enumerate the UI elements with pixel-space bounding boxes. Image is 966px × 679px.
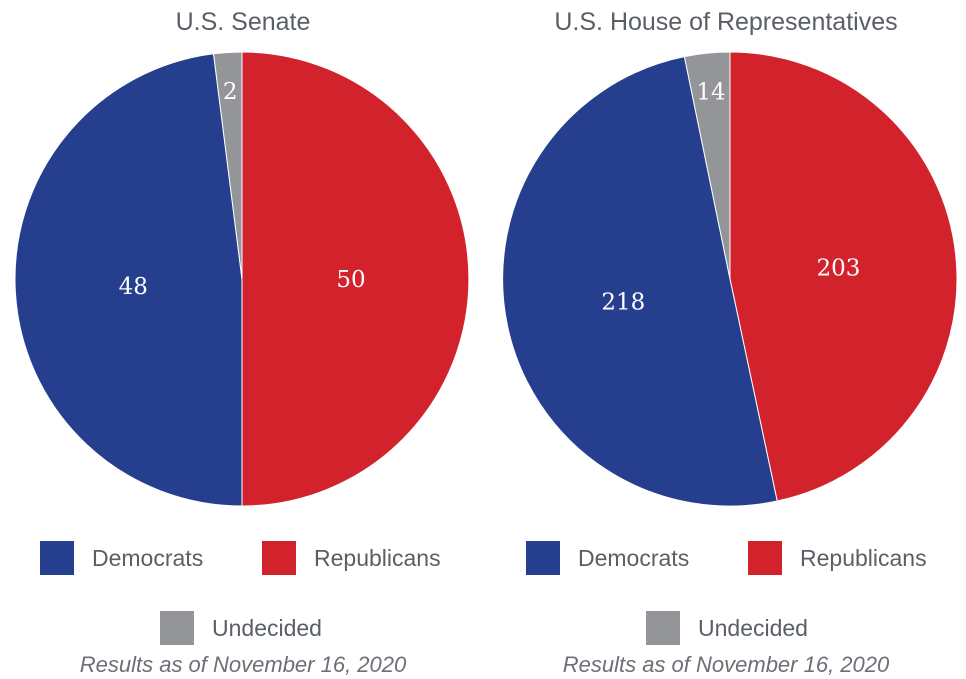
pie-slice-democrats: [14, 53, 243, 507]
senate-pie-chart: 50 48 2: [14, 51, 470, 507]
legend-swatch-democrats: [40, 541, 74, 575]
pie-slice-democrats: [502, 56, 778, 507]
pie-slice-undecided: [212, 51, 243, 280]
chart-title: U.S. House of Representatives: [554, 8, 898, 36]
chart-title: U.S. Senate: [175, 8, 311, 36]
legend-label-undecided: Undecided: [698, 614, 808, 641]
slice-label-democrats: 218: [601, 289, 645, 315]
legend-label-democrats: Democrats: [92, 544, 204, 571]
pie-slice-republicans: [241, 51, 470, 507]
legend-democrats: Democrats: [526, 540, 689, 576]
legend-label-republicans: Republicans: [800, 544, 927, 571]
legend-label-undecided: Undecided: [212, 614, 322, 641]
house-panel: U.S. House of Representatives 203 218 14 D…: [486, 0, 966, 679]
pie-slice-republicans: [729, 51, 958, 502]
results-note: Results as of November 16, 2020: [79, 652, 407, 677]
legend-undecided: Undecided: [160, 610, 322, 646]
legend-swatch-republicans: [262, 541, 296, 575]
pie-slice-undecided: [683, 51, 731, 280]
legend-swatch-democrats: [526, 541, 560, 575]
legend-label-republicans: Republicans: [314, 544, 441, 571]
slice-label-undecided: 2: [223, 79, 238, 105]
legend-republicans: Republicans: [262, 540, 441, 576]
legend-label-democrats: Democrats: [578, 544, 690, 571]
legend-swatch-undecided: [160, 611, 194, 645]
house-pie-chart: 203 218 14: [502, 51, 958, 507]
legend-swatch-republicans: [748, 541, 782, 575]
legend-swatch-undecided: [646, 611, 680, 645]
slice-label-undecided: 14: [696, 80, 725, 106]
slice-label-republicans: 50: [336, 267, 365, 293]
slice-label-democrats: 48: [119, 274, 148, 300]
legend-democrats: Democrats: [40, 540, 203, 576]
legend-republicans: Republicans: [748, 540, 927, 576]
senate-panel: U.S. Senate 50 48 2 Democrats Republicans …: [14, 8, 470, 677]
legend-undecided: Undecided: [646, 610, 808, 646]
slice-label-republicans: 203: [816, 256, 860, 282]
results-note: Results as of November 16, 2020: [562, 652, 890, 677]
